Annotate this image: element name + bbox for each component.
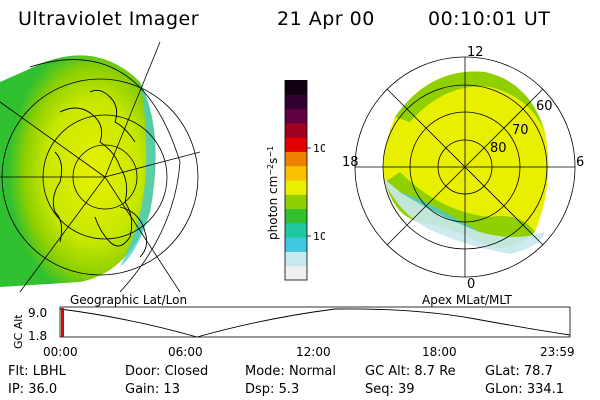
timeline-axis-label: GC Alt (12, 314, 25, 349)
info-seq: Seq: 39 (365, 382, 415, 397)
colorbar-unit-label: photon cm−2s−1 (266, 146, 280, 240)
instrument-title: Ultraviolet Imager (18, 8, 200, 30)
info-gc-alt: GC Alt: 8.7 Re (365, 364, 456, 379)
timeline-y-tick: 9.0 (28, 306, 47, 320)
colorbar-tick-label: 10 (313, 230, 325, 243)
mlt-label-6: 6 (576, 155, 584, 170)
time-marker (61, 308, 64, 337)
timeline-x-tick: 18:00 (422, 345, 457, 359)
info-glat: GLat: 78.7 (485, 364, 553, 379)
colorbar-segment (285, 251, 307, 267)
info-gain: Gain: 13 (125, 382, 180, 397)
timeline-x-tick: 00:00 (43, 345, 78, 359)
colorbar-segment (285, 94, 307, 110)
apex-polar-panel: 12 18 6 0 60 70 80 (342, 45, 584, 292)
mlt-label-12: 12 (467, 45, 484, 60)
coastline (89, 89, 136, 143)
coastline (59, 107, 133, 247)
timeline-x-tick: 06:00 (168, 345, 203, 359)
mlt-label-0: 0 (467, 277, 475, 292)
mlt-label-18: 18 (342, 155, 359, 170)
info-door: Door: Closed (125, 364, 209, 379)
info-dsp: Dsp: 5.3 (245, 382, 300, 397)
colorbar-segment (285, 222, 307, 238)
date-label: 21 Apr 00 (277, 8, 375, 30)
geo-meridian (104, 42, 161, 178)
apex-aurora-green (395, 71, 545, 132)
timeline-x-tick: 23:59 (540, 345, 575, 359)
colorbar-panel: 100 10 photon cm−2s−1 (266, 80, 325, 281)
timeline-x-tick: 12:00 (296, 345, 331, 359)
apex-panel-label: Apex MLat/MLT (422, 293, 512, 307)
geo-panel-label: Geographic Lat/Lon (70, 293, 188, 307)
altitude-curve (59, 308, 571, 338)
geo-meridian (19, 176, 106, 292)
colorbar-segment (285, 194, 307, 210)
coastline (119, 206, 148, 258)
colorbar-segment (285, 180, 307, 195)
colorbar-tick-label: 100 (313, 142, 325, 155)
geo-meridian (104, 176, 181, 292)
colorbar-segment (285, 265, 307, 281)
colorbar-segment (285, 165, 307, 181)
mlat-label-70: 70 (512, 123, 529, 138)
geo-meridian (0, 101, 106, 178)
geo-cyan-edge (120, 82, 156, 267)
colorbar-segment (285, 208, 307, 224)
apex-aurora-green (385, 172, 535, 248)
info-mode: Mode: Normal (245, 364, 336, 379)
mlat-label-80: 80 (490, 141, 507, 156)
time-label: 00:10:01 UT (428, 8, 551, 30)
colorbar-segment (285, 108, 307, 124)
info-glon: GLon: 334.1 (485, 382, 565, 397)
colorbar-segment (285, 151, 307, 167)
timeline-frame (59, 306, 571, 338)
colorbar-frame (284, 80, 308, 281)
polar-mlt-line (386, 88, 544, 246)
colorbar-segment (285, 137, 307, 152)
coastline (52, 151, 63, 243)
altitude-timeline: GC Alt 9.0 1.8 00:00 06:00 12:00 18:00 2… (12, 306, 575, 359)
colorbar-segment (285, 122, 307, 138)
colorbar-segment (285, 237, 307, 252)
colorbar-segment (285, 80, 307, 95)
mlat-label-60: 60 (536, 99, 553, 114)
geographic-map-panel (0, 42, 200, 292)
timeline-y-tick: 1.8 (28, 329, 47, 343)
geo-meridian (104, 151, 200, 178)
info-flt: Flt: LBHL (8, 364, 66, 379)
info-ip: IP: 36.0 (8, 382, 58, 397)
apex-aurora-cyan (382, 177, 545, 254)
